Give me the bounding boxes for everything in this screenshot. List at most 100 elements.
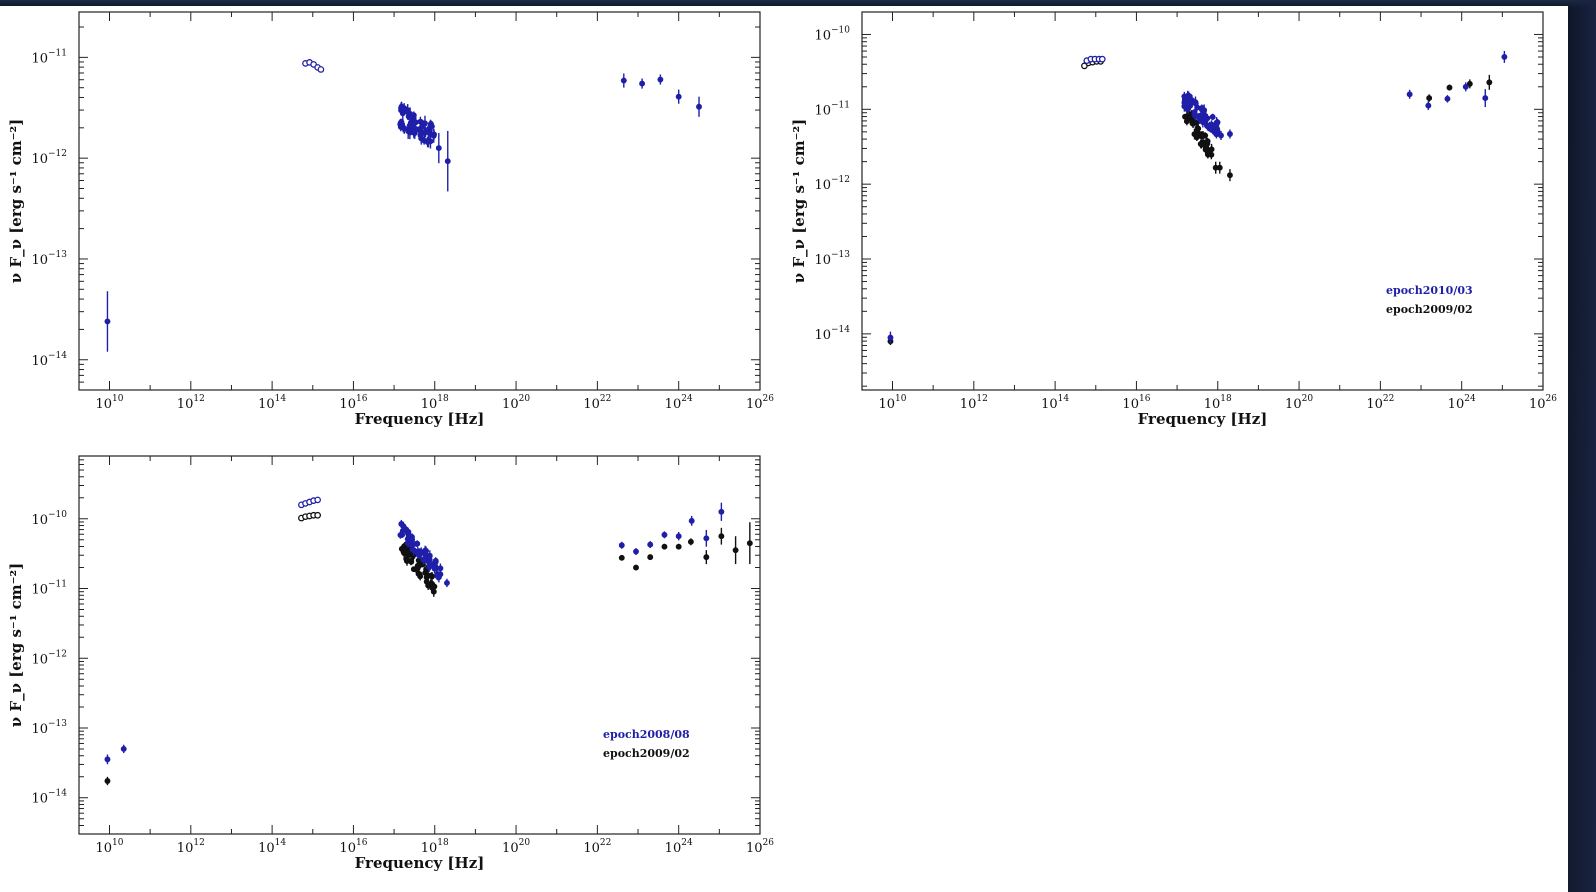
data-point <box>1486 79 1493 86</box>
xray-data-point <box>1188 98 1195 105</box>
xray-data-point <box>413 567 420 573</box>
y-tick-base: 10 <box>814 253 831 268</box>
xray-data-point <box>398 105 405 112</box>
xray-data-point <box>1181 93 1188 100</box>
data-point <box>703 535 710 542</box>
data-point <box>1444 95 1451 102</box>
xray-data-point <box>415 551 422 558</box>
x-tick-base: 10 <box>258 397 275 412</box>
xray-data-point <box>1226 172 1233 179</box>
x-tick-base: 10 <box>746 397 763 412</box>
x-tick-base: 10 <box>1285 397 1302 412</box>
y-tick-exp: −14 <box>831 325 850 335</box>
data-point <box>657 76 664 83</box>
xray-data-point <box>1199 119 1206 126</box>
y-tick-label: 10−12 <box>31 649 67 667</box>
data-point <box>104 778 111 784</box>
xray-data-point <box>413 540 420 547</box>
x-tick-label: 1022 <box>583 394 611 412</box>
x-tick-label: 1020 <box>502 394 530 412</box>
xray-data-point <box>1203 114 1210 121</box>
xray-data-point <box>1194 125 1201 132</box>
y-tick-exp: −12 <box>831 175 850 185</box>
x-tick-exp: 18 <box>437 838 449 848</box>
x-tick-label: 1016 <box>339 394 367 412</box>
x-tick-label: 1014 <box>258 838 286 856</box>
xray-data-point <box>1208 151 1215 158</box>
xray-data-point <box>1196 115 1203 122</box>
x-tick-label: 1010 <box>878 394 906 412</box>
xray-data-point <box>1214 128 1221 135</box>
x-tick-base: 10 <box>339 841 356 856</box>
x-tick-exp: 22 <box>1383 394 1394 404</box>
x-tick-base: 10 <box>1448 397 1465 412</box>
data-point <box>120 745 127 752</box>
x-tick-exp: 16 <box>1139 394 1151 404</box>
x-tick-base: 10 <box>665 397 682 412</box>
x-tick-label: 1020 <box>1285 394 1313 412</box>
x-tick-label: 1026 <box>746 394 774 412</box>
x-tick-label: 1010 <box>95 838 123 856</box>
y-tick-exp: −12 <box>48 649 67 659</box>
data-point <box>1426 95 1433 102</box>
data-point <box>104 756 111 763</box>
x-tick-exp: 26 <box>763 394 775 404</box>
y-axis-label: ν F_ν [erg s⁻¹ cm⁻²] <box>7 563 25 727</box>
x-tick-label: 1024 <box>1448 394 1476 412</box>
y-tick-base: 10 <box>31 253 48 268</box>
x-tick-label: 1018 <box>421 838 449 856</box>
x-tick-exp: 20 <box>519 394 531 404</box>
xray-data-point <box>444 158 451 165</box>
y-tick-exp: −13 <box>48 250 67 260</box>
x-tick-base: 10 <box>258 841 275 856</box>
data-point <box>703 554 710 561</box>
xray-data-point <box>423 578 430 585</box>
xray-data-point <box>1214 119 1221 126</box>
y-tick-label: 10−13 <box>814 250 850 268</box>
y-tick-label: 10−11 <box>31 48 67 66</box>
x-tick-base: 10 <box>95 841 112 856</box>
data-point <box>618 542 625 549</box>
x-tick-label: 1010 <box>95 394 123 412</box>
data-point <box>1425 102 1432 109</box>
x-tick-label: 1012 <box>960 394 988 412</box>
x-tick-base: 10 <box>1204 397 1221 412</box>
xray-data-point <box>424 139 431 145</box>
y-tick-exp: −12 <box>48 149 67 159</box>
series-blue <box>887 50 1508 344</box>
x-tick-base: 10 <box>583 841 600 856</box>
y-tick-label: 10−13 <box>31 250 67 268</box>
x-tick-label: 1026 <box>746 838 774 856</box>
y-axis-label: ν F_ν [erg s⁻¹ cm⁻²] <box>790 119 808 283</box>
xray-data-point <box>1226 131 1233 137</box>
xray-data-point <box>1183 118 1190 125</box>
y-tick-exp: −13 <box>48 719 67 729</box>
y-tick-base: 10 <box>31 354 48 369</box>
xray-data-point <box>435 574 442 581</box>
y-tick-exp: −10 <box>831 25 850 35</box>
y-tick-base: 10 <box>814 178 831 193</box>
x-tick-exp: 22 <box>600 838 611 848</box>
y-tick-base: 10 <box>814 328 831 343</box>
data-point <box>732 547 739 554</box>
x-tick-label: 1014 <box>1041 394 1069 412</box>
series-blue <box>104 496 725 765</box>
plot-frame <box>78 11 761 391</box>
xray-data-point <box>408 122 415 129</box>
figure-sheet <box>0 6 1568 892</box>
y-tick-label: 10−12 <box>814 175 850 193</box>
x-tick-label: 1024 <box>665 838 693 856</box>
data-point <box>1466 80 1473 87</box>
x-tick-exp: 14 <box>275 838 287 848</box>
y-tick-base: 10 <box>31 583 48 598</box>
data-point <box>661 543 668 550</box>
data-point <box>1446 84 1453 91</box>
x-axis-label: Frequency [Hz] <box>355 854 485 872</box>
x-tick-label: 1022 <box>583 838 611 856</box>
xray-data-point <box>1193 134 1200 141</box>
x-tick-exp: 26 <box>763 838 775 848</box>
x-tick-exp: 24 <box>681 838 693 848</box>
x-tick-label: 1026 <box>1529 394 1557 412</box>
xray-data-point <box>427 130 434 137</box>
chart-panel-1: 1010 1012 1014 1016 1018 1020 1022 1024 102610−1… <box>7 11 774 428</box>
